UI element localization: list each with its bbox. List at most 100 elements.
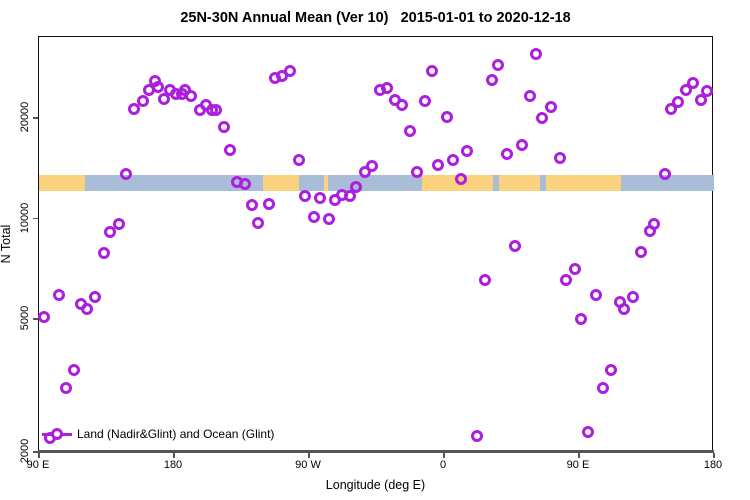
data-point: [529, 48, 542, 61]
data-point: [88, 290, 101, 303]
plot-area: [37, 36, 714, 451]
y-tick-label: 20000: [19, 101, 31, 133]
x-tick: [713, 453, 715, 458]
data-point: [523, 89, 536, 102]
map-band-ocean-segment: [492, 175, 499, 191]
data-point: [37, 310, 50, 323]
data-point: [441, 111, 453, 124]
y-tick-label: 5000: [19, 305, 31, 331]
y-tick: [33, 451, 38, 453]
data-point: [97, 247, 110, 260]
y-axis-label: N Total: [0, 224, 13, 264]
data-point: [447, 153, 459, 166]
data-point: [411, 165, 423, 178]
data-point: [568, 263, 581, 276]
data-point: [604, 364, 617, 377]
data-point: [672, 96, 684, 109]
data-point: [60, 381, 72, 394]
data-point: [454, 173, 467, 186]
data-point: [700, 85, 713, 98]
data-point: [112, 218, 125, 231]
data-point: [184, 89, 197, 102]
data-point: [679, 83, 692, 96]
data-point: [535, 112, 548, 125]
x-tick: [38, 453, 40, 458]
data-point: [127, 103, 140, 115]
chart-title: 25N-30N Annual Mean (Ver 10) 2015-01-01 …: [180, 10, 571, 26]
data-point: [366, 159, 378, 172]
data-point: [283, 64, 296, 77]
map-band-land-segment: [39, 175, 85, 191]
data-point: [246, 198, 258, 211]
data-point: [559, 273, 572, 286]
data-point: [396, 98, 408, 111]
data-point: [52, 288, 65, 301]
x-axis-line: [38, 450, 714, 453]
x-tick: [173, 453, 175, 458]
x-tick: [443, 453, 445, 458]
x-tick-label: 90 E: [26, 459, 50, 471]
data-point: [298, 189, 311, 202]
data-point: [589, 288, 602, 301]
data-point: [492, 59, 504, 72]
data-point: [120, 168, 132, 181]
data-point: [582, 425, 594, 438]
data-point: [574, 312, 587, 325]
data-point: [694, 93, 707, 106]
data-point: [292, 153, 305, 166]
data-point: [627, 290, 639, 303]
data-point: [403, 125, 416, 138]
data-point: [136, 95, 149, 108]
data-point: [501, 148, 513, 161]
x-tick-label: 90 E: [566, 459, 590, 471]
map-band-land-segment: [546, 175, 621, 191]
data-point: [508, 240, 521, 253]
x-tick: [308, 453, 310, 458]
data-point: [157, 93, 170, 106]
legend-label: Land (Nadir&Glint) and Ocean (Glint): [77, 427, 275, 441]
data-point: [544, 100, 557, 113]
legend-point-marker-icon: [51, 428, 63, 440]
map-band-land-segment: [324, 175, 328, 191]
y-tick: [33, 117, 38, 119]
data-point: [381, 82, 393, 95]
data-point: [516, 139, 528, 152]
y-tick: [33, 318, 38, 320]
data-point: [349, 181, 362, 194]
data-point: [151, 80, 164, 93]
data-point: [322, 213, 335, 226]
map-band-ocean-segment: [540, 175, 546, 191]
map-band-ocean-segment: [298, 175, 324, 191]
data-point: [486, 74, 498, 87]
y-tick-label: 10000: [19, 202, 31, 233]
map-band-ocean-segment: [621, 175, 714, 191]
data-point: [658, 168, 671, 181]
data-point: [210, 104, 222, 117]
data-point: [358, 165, 371, 178]
x-tick-label: 180: [703, 459, 723, 471]
data-point: [217, 121, 230, 134]
data-point: [460, 145, 473, 158]
data-point: [426, 64, 438, 77]
data-point: [418, 95, 431, 108]
data-point: [67, 364, 80, 377]
data-point: [238, 177, 251, 190]
y-tick-label: 2000: [19, 438, 31, 464]
x-tick-label: 90 W: [295, 459, 321, 471]
data-point: [553, 151, 566, 164]
data-point: [223, 144, 236, 157]
data-point: [471, 430, 483, 443]
x-tick: [578, 453, 580, 458]
x-axis-label: Longitude (deg E): [325, 478, 426, 492]
data-point: [618, 302, 630, 315]
data-point: [313, 192, 326, 205]
data-point: [478, 273, 491, 286]
map-band-land-segment: [498, 175, 540, 191]
data-point: [252, 217, 264, 230]
data-point: [687, 76, 699, 89]
data-point: [103, 226, 116, 239]
data-point: [343, 189, 356, 202]
data-point: [262, 197, 275, 210]
data-point: [648, 218, 660, 231]
